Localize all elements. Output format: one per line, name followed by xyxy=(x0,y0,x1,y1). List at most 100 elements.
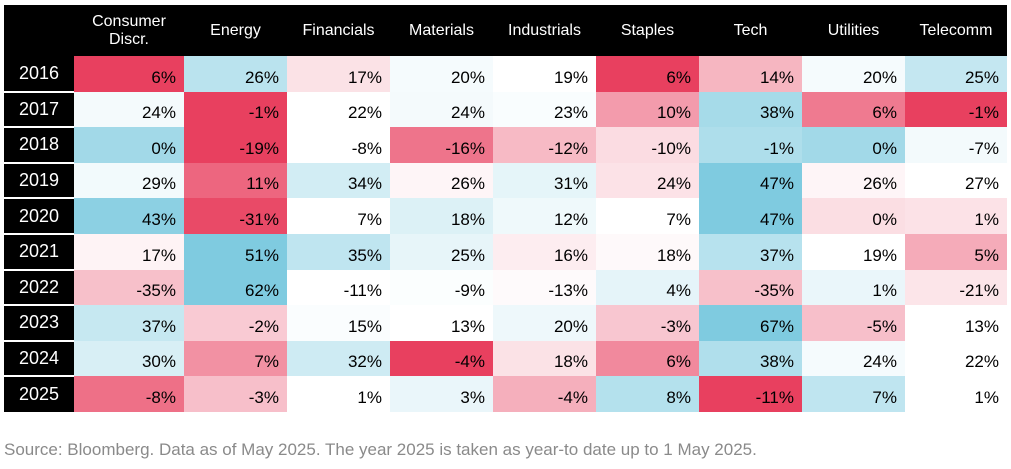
heatmap-cell: 10% xyxy=(596,91,699,128)
heatmap-cell: 0% xyxy=(802,198,905,234)
heatmap-cell: 11% xyxy=(184,162,287,199)
heatmap-cell: 6% xyxy=(802,91,905,128)
heatmap-cell: 20% xyxy=(802,56,905,92)
heatmap-cell: 6% xyxy=(596,56,699,92)
row-year-label: 2024 xyxy=(4,340,74,377)
heatmap-cell: -1% xyxy=(905,91,1007,128)
heatmap-cell: 38% xyxy=(699,340,802,377)
heatmap-cell: -16% xyxy=(390,127,493,163)
heatmap-cell: -9% xyxy=(390,269,493,306)
returns-heatmap: Consumer Discr. Energy Financials Materials… xyxy=(4,5,1007,412)
heatmap-cell: 25% xyxy=(905,56,1007,92)
heatmap-cell: 38% xyxy=(699,91,802,128)
heatmap-cell: -4% xyxy=(493,376,596,412)
heatmap-cell: 20% xyxy=(390,56,493,92)
row-year-label: 2023 xyxy=(4,305,74,341)
column-header: Staples xyxy=(620,21,675,39)
column-header: Telecomm xyxy=(919,21,993,39)
column-header: Industrials xyxy=(508,21,581,39)
heatmap-cell: 6% xyxy=(74,56,184,92)
heatmap-cell: 19% xyxy=(802,234,905,270)
heatmap-cell: -7% xyxy=(905,127,1007,163)
row-separator xyxy=(4,268,74,271)
row-year-label: 2021 xyxy=(4,234,74,270)
heatmap-cell: 26% xyxy=(390,162,493,199)
heatmap-cell: -13% xyxy=(493,269,596,306)
heatmap-cell: 20% xyxy=(493,305,596,341)
heatmap-cell: 13% xyxy=(390,305,493,341)
row-year-label: 2022 xyxy=(4,269,74,306)
heatmap-cell: -35% xyxy=(74,269,184,306)
heatmap-cell: 17% xyxy=(74,234,184,270)
heatmap-cell: 22% xyxy=(287,91,390,128)
heatmap-cell: 1% xyxy=(287,376,390,412)
heatmap-cell: 37% xyxy=(699,234,802,270)
row-separator xyxy=(4,126,74,129)
heatmap-cell: -11% xyxy=(287,269,390,306)
heatmap-cell: 23% xyxy=(493,91,596,128)
heatmap-cell: 7% xyxy=(184,340,287,377)
column-header: Utilities xyxy=(827,21,880,39)
heatmap-cell: -4% xyxy=(390,340,493,377)
column-header: Energy xyxy=(210,21,261,39)
row-separator xyxy=(4,375,74,378)
column-header: Tech xyxy=(733,21,768,39)
heatmap-cell: 26% xyxy=(802,162,905,199)
row-year-label: 2020 xyxy=(4,198,74,234)
source-note: Source: Bloomberg. Data as of May 2025. … xyxy=(4,440,757,459)
heatmap-cell: 7% xyxy=(287,198,390,234)
heatmap-cell: -1% xyxy=(184,91,287,128)
heatmap-cell: -35% xyxy=(699,269,802,306)
row-year-label: 2016 xyxy=(4,56,74,92)
heatmap-cell: -3% xyxy=(596,305,699,341)
heatmap-cell: -8% xyxy=(74,376,184,412)
heatmap-cell: 0% xyxy=(802,127,905,163)
row-year-label: 2017 xyxy=(4,91,74,128)
heatmap-cell: 6% xyxy=(596,340,699,377)
heatmap-cell: 67% xyxy=(699,305,802,341)
heatmap-cell: 26% xyxy=(184,56,287,92)
heatmap-cell: 47% xyxy=(699,162,802,199)
heatmap-cell: 18% xyxy=(493,340,596,377)
heatmap-cell: -21% xyxy=(905,269,1007,306)
heatmap-cell: 12% xyxy=(493,198,596,234)
heatmap-cell: 8% xyxy=(596,376,699,412)
heatmap-cell: 14% xyxy=(699,56,802,92)
heatmap-cell: 17% xyxy=(287,56,390,92)
heatmap-cell: 24% xyxy=(74,91,184,128)
row-year-label: 2025 xyxy=(4,376,74,412)
heatmap-cell: 1% xyxy=(905,198,1007,234)
heatmap-cell: 62% xyxy=(184,269,287,306)
heatmap-cell: 1% xyxy=(905,376,1007,412)
heatmap-cell: 24% xyxy=(802,340,905,377)
heatmap-cell: 51% xyxy=(184,234,287,270)
heatmap-cell: 7% xyxy=(596,198,699,234)
heatmap-cell: 22% xyxy=(905,340,1007,377)
column-header: Materials xyxy=(409,21,474,39)
heatmap-cell: 0% xyxy=(74,127,184,163)
heatmap-cell: 16% xyxy=(493,234,596,270)
heatmap-cell: 43% xyxy=(74,198,184,234)
heatmap-cell: 5% xyxy=(905,234,1007,270)
heatmap-cell: 32% xyxy=(287,340,390,377)
heatmap-cell: -3% xyxy=(184,376,287,412)
heatmap-cell: 19% xyxy=(493,56,596,92)
row-separator xyxy=(4,161,74,164)
heatmap-cell: -10% xyxy=(596,127,699,163)
heatmap-cell: -31% xyxy=(184,198,287,234)
heatmap-cell: 7% xyxy=(802,376,905,412)
heatmap-cell: 37% xyxy=(74,305,184,341)
heatmap-cell: 31% xyxy=(493,162,596,199)
heatmap-cell: -12% xyxy=(493,127,596,163)
heatmap-cell: -2% xyxy=(184,305,287,341)
heatmap-cell: -1% xyxy=(699,127,802,163)
heatmap-cell: -19% xyxy=(184,127,287,163)
heatmap-cell: -5% xyxy=(802,305,905,341)
heatmap-cell: 18% xyxy=(390,198,493,234)
heatmap-cell: 4% xyxy=(596,269,699,306)
heatmap-cell: 24% xyxy=(390,91,493,128)
row-year-label: 2019 xyxy=(4,162,74,199)
heatmap-cell: 3% xyxy=(390,376,493,412)
row-separator xyxy=(4,233,74,235)
heatmap-cell: 15% xyxy=(287,305,390,341)
